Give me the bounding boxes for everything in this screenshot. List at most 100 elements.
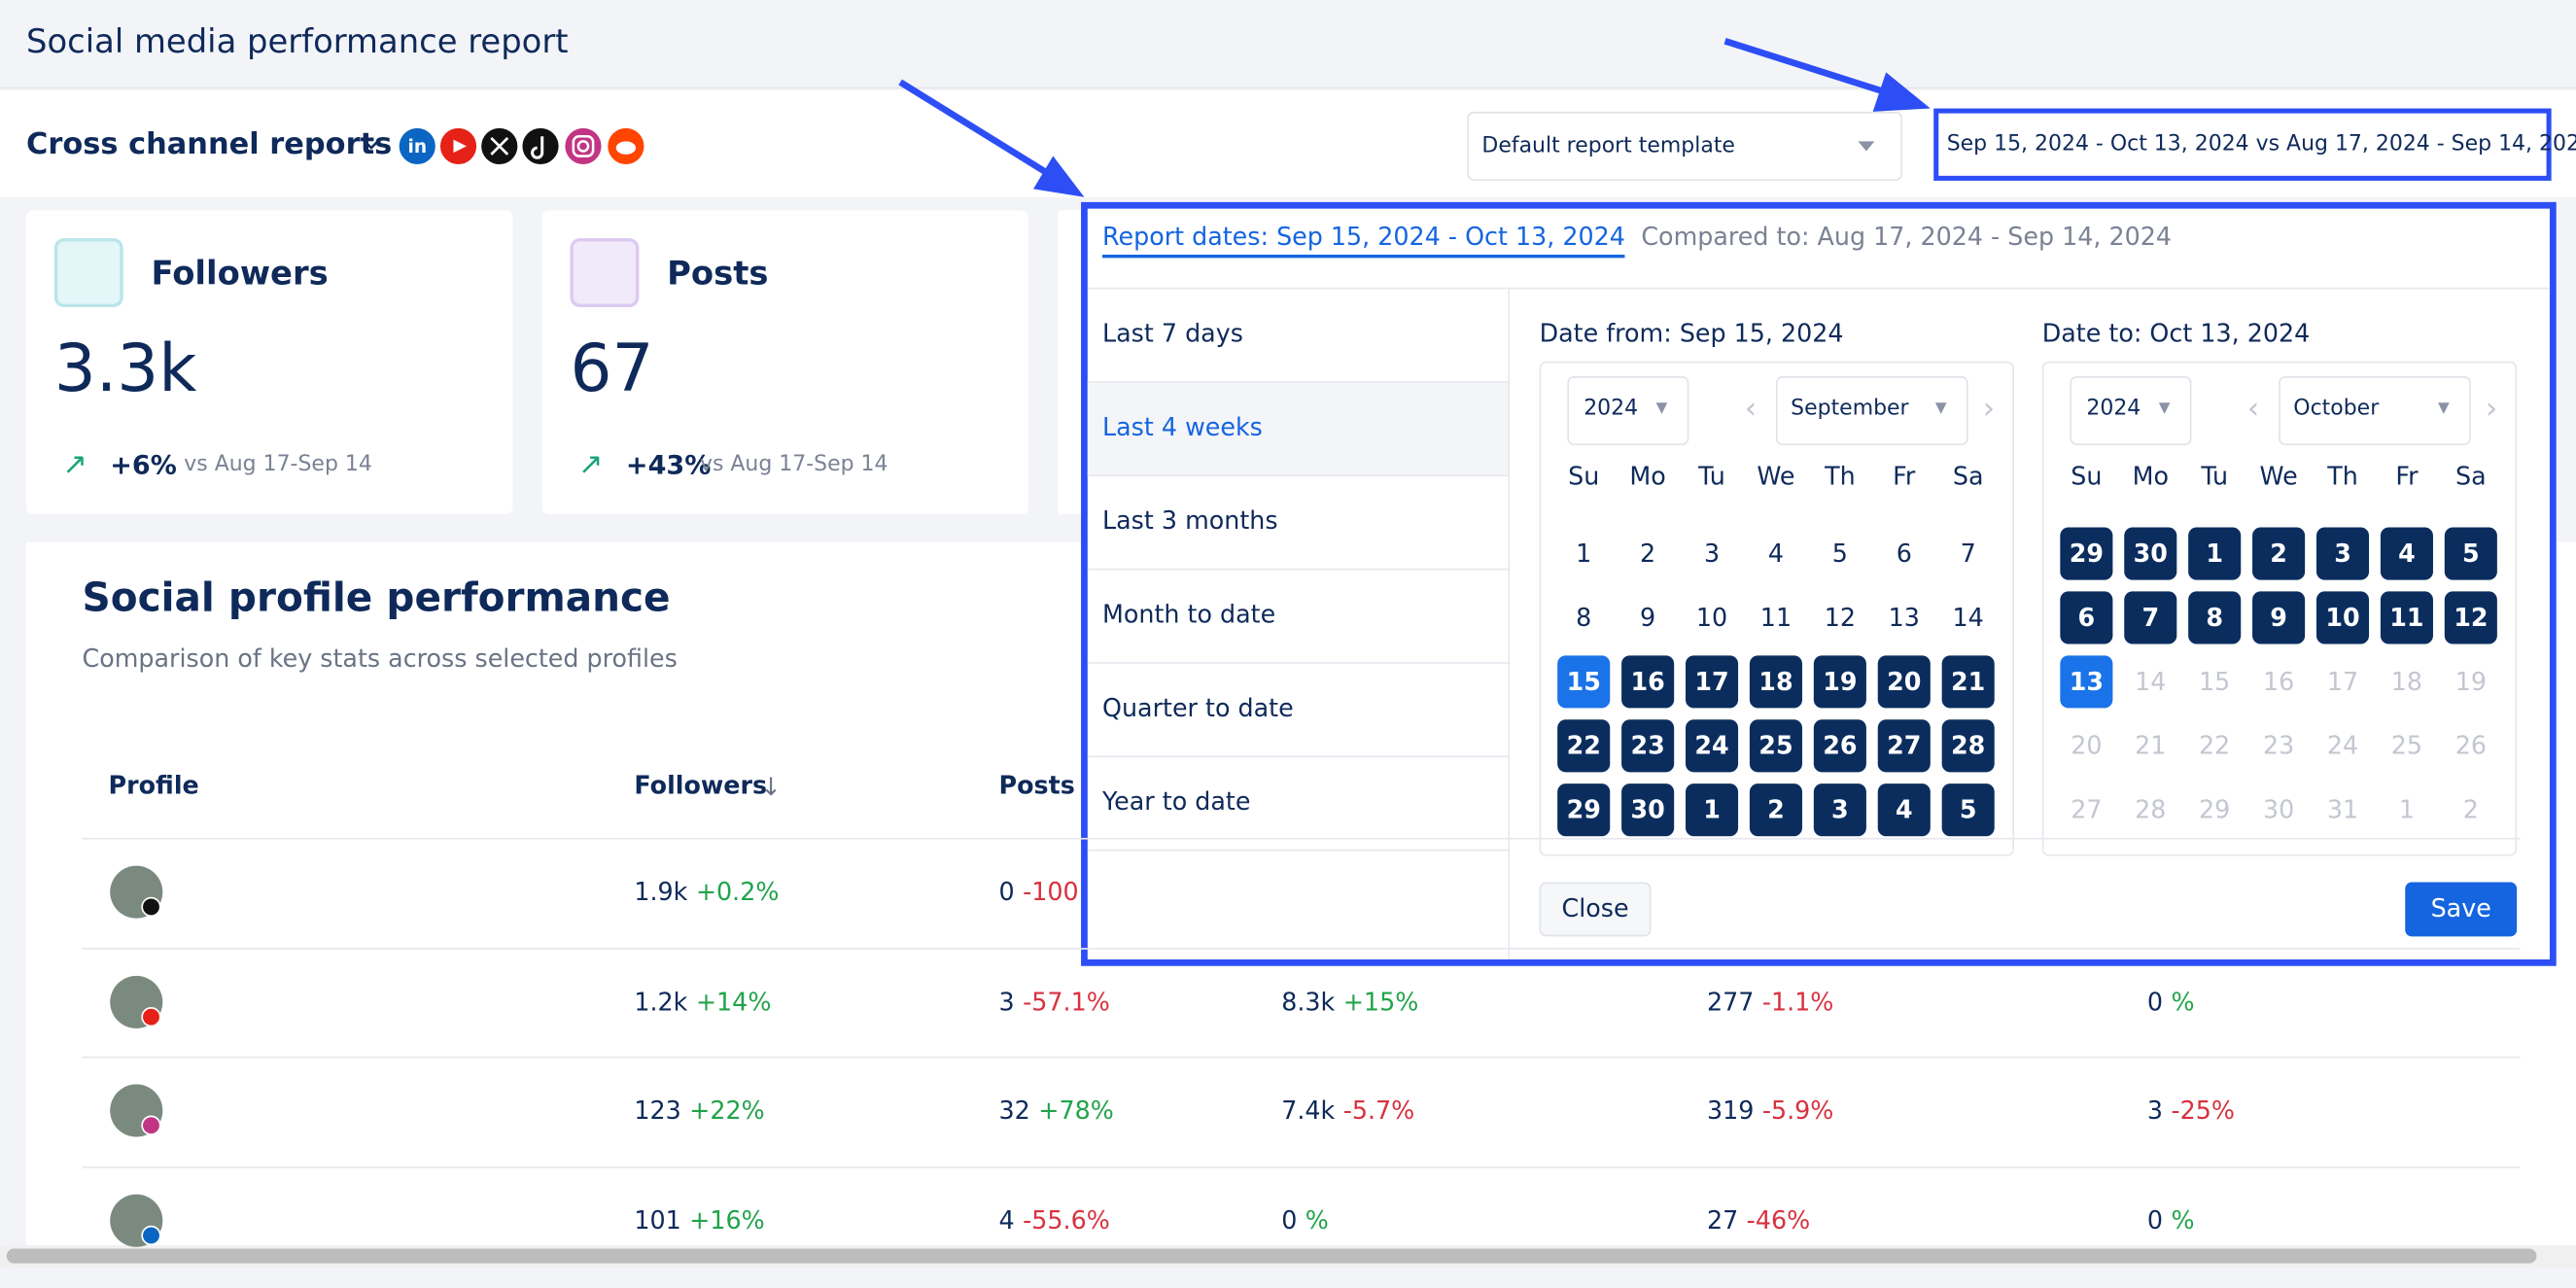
day[interactable]: 30 [2133, 539, 2168, 569]
day[interactable]: 26 [2454, 731, 2487, 761]
close-button[interactable] [1539, 882, 1652, 937]
day[interactable]: 2 [2462, 794, 2479, 825]
save-button[interactable] [2405, 882, 2518, 937]
day[interactable]: 3 [2334, 539, 2351, 569]
preset-option[interactable]: Last 7 days [1102, 318, 1243, 349]
day[interactable]: 8 [1576, 603, 1592, 633]
day[interactable]: 7 [2141, 603, 2160, 633]
day[interactable]: 16 [2262, 667, 2295, 697]
day[interactable]: 2 [1767, 794, 1785, 825]
day-highlight [1685, 783, 1739, 837]
cell-value: 0 [2146, 986, 2164, 1017]
day[interactable]: 6 [2077, 603, 2096, 633]
day[interactable]: 25 [1758, 731, 1793, 761]
preset-option[interactable]: Month to date [1102, 599, 1276, 630]
day[interactable]: 1 [2398, 794, 2415, 825]
day[interactable]: 18 [1758, 667, 1793, 697]
day[interactable]: 26 [1823, 731, 1858, 761]
date-tab[interactable]: Report dates: Sep 15, 2024 - Oct 13, 202… [1102, 222, 1625, 252]
day[interactable]: 29 [2199, 794, 2231, 825]
day[interactable]: 23 [2262, 731, 2295, 761]
scrollbar-thumb[interactable] [6, 1248, 2537, 1264]
preset-option[interactable]: Year to date [1102, 786, 1251, 817]
preset-option[interactable]: Last 3 months [1102, 505, 1278, 536]
preset-option[interactable]: Last 4 weeks [1102, 412, 1263, 442]
day[interactable]: 4 [1767, 539, 1785, 569]
day[interactable]: 1 [2206, 539, 2224, 569]
day[interactable]: 21 [2135, 731, 2167, 761]
day[interactable]: 5 [1831, 539, 1848, 569]
day[interactable]: 24 [1694, 731, 1729, 761]
day[interactable]: 25 [2390, 731, 2423, 761]
day[interactable]: 18 [2390, 667, 2423, 697]
day[interactable]: 15 [1566, 667, 1601, 697]
day[interactable]: 28 [2135, 794, 2167, 825]
day[interactable]: 7 [1960, 539, 1976, 569]
day[interactable]: 8 [2206, 603, 2224, 633]
day[interactable]: 13 [2069, 667, 2105, 697]
card-icon [53, 238, 123, 308]
day[interactable]: 22 [2199, 731, 2231, 761]
day[interactable]: 3 [1831, 794, 1849, 825]
day[interactable]: 24 [2326, 731, 2359, 761]
day[interactable]: 30 [2262, 794, 2295, 825]
day[interactable]: 6 [1896, 539, 1912, 569]
day[interactable]: 4 [2398, 539, 2416, 569]
day[interactable]: 27 [2071, 794, 2103, 825]
day[interactable]: 29 [1566, 794, 1601, 825]
weekday: Mo [1629, 461, 1666, 492]
day[interactable]: 19 [1823, 667, 1858, 697]
day[interactable]: 19 [2454, 667, 2487, 697]
day[interactable]: 9 [2270, 603, 2287, 633]
preset-divider [1087, 381, 1509, 383]
preset-option[interactable]: Quarter to date [1102, 693, 1294, 723]
divider [1087, 287, 2550, 290]
card-icon [570, 238, 640, 308]
day[interactable]: 15 [2199, 667, 2231, 697]
month-select[interactable] [2279, 376, 2471, 446]
day[interactable]: 16 [1630, 667, 1665, 697]
day[interactable]: 3 [1703, 539, 1721, 569]
day[interactable]: 29 [2069, 539, 2105, 569]
day[interactable]: 10 [1695, 603, 1728, 633]
day[interactable]: 30 [1630, 794, 1665, 825]
day[interactable]: 10 [2325, 603, 2360, 633]
day[interactable]: 13 [1888, 603, 1920, 633]
day[interactable]: 21 [1951, 667, 1986, 697]
day[interactable]: 14 [2135, 667, 2167, 697]
day[interactable]: 23 [1630, 731, 1665, 761]
chevron[interactable] [360, 136, 383, 153]
date-range-button[interactable] [1933, 108, 2552, 181]
trend-arrow: ↗ [577, 447, 604, 483]
day[interactable]: 5 [2462, 539, 2480, 569]
day[interactable]: 17 [1694, 667, 1729, 697]
weekday: Su [1568, 461, 1600, 492]
month-select[interactable] [1775, 376, 1968, 446]
day[interactable]: 11 [2389, 603, 2424, 633]
day[interactable]: 4 [1895, 794, 1913, 825]
day[interactable]: 12 [1824, 603, 1856, 633]
day[interactable]: 20 [2071, 731, 2103, 761]
day[interactable]: 1 [1576, 539, 1592, 569]
day[interactable]: 31 [2326, 794, 2359, 825]
date-tab[interactable]: Compared to: Aug 17, 2024 - Sep 14, 2024 [1641, 222, 2173, 252]
year-select[interactable] [1567, 376, 1689, 446]
day[interactable]: 28 [1951, 731, 1986, 761]
template-dropdown[interactable] [1467, 111, 1903, 181]
day-highlight [2380, 591, 2433, 644]
day[interactable]: 2 [2270, 539, 2287, 569]
cell-change: +16% [689, 1204, 765, 1236]
day[interactable]: 17 [2326, 667, 2359, 697]
year-select[interactable] [2070, 376, 2192, 446]
day[interactable]: 1 [1703, 794, 1721, 825]
report-selector[interactable]: Cross channel reports [26, 126, 393, 162]
day[interactable]: 2 [1640, 539, 1656, 569]
day[interactable]: 14 [1952, 603, 1984, 633]
day[interactable]: 22 [1566, 731, 1601, 761]
day[interactable]: 5 [1959, 794, 1977, 825]
day[interactable]: 27 [1887, 731, 1922, 761]
day[interactable]: 9 [1640, 603, 1656, 633]
day[interactable]: 11 [1759, 603, 1793, 633]
day[interactable]: 20 [1887, 667, 1922, 697]
day[interactable]: 12 [2454, 603, 2489, 633]
